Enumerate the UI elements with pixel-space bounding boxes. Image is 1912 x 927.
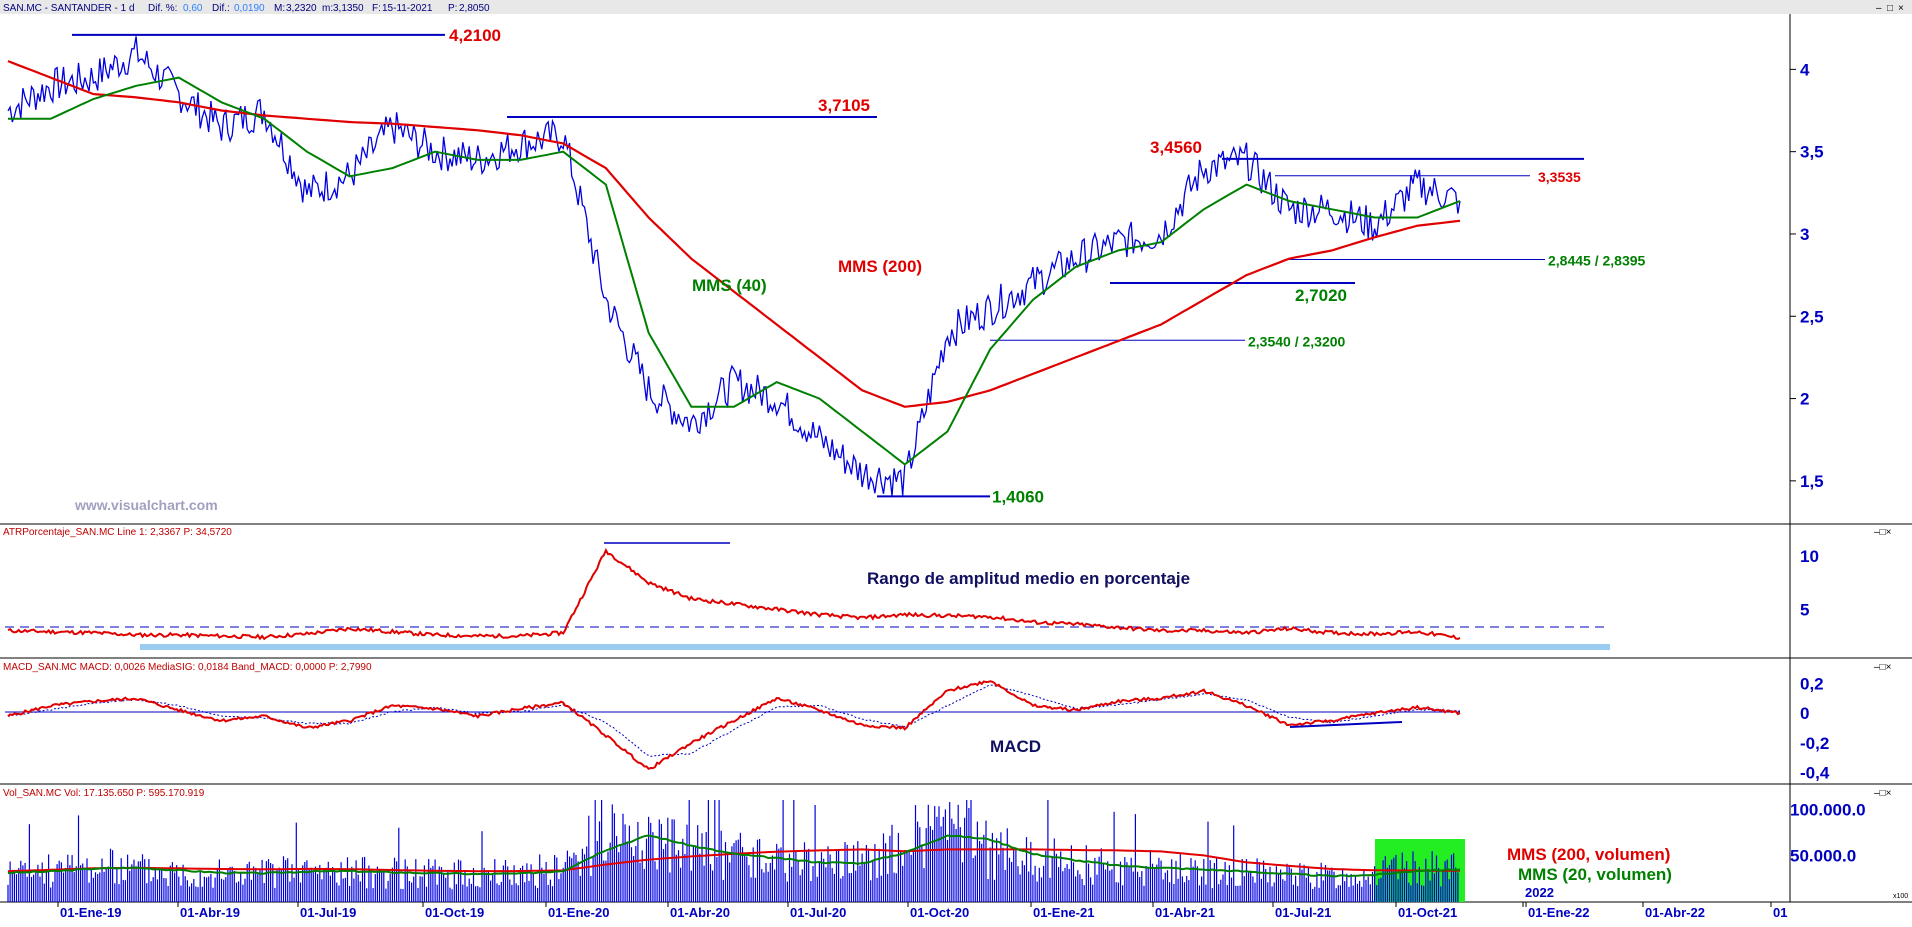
volume-tick-label: 50.000.0 xyxy=(1790,847,1856,866)
sma40-label: MMS (40) xyxy=(692,276,767,295)
price-tick-label: 1,5 xyxy=(1800,472,1824,491)
title-price-label: P: xyxy=(448,3,457,14)
price-level-label: 2,8445 / 2,8395 xyxy=(1548,253,1646,269)
volume-sma20-legend: MMS (20, volumen) xyxy=(1518,865,1672,884)
title-high: 3,2320 xyxy=(286,3,317,14)
volume-tick-label: 100.000.0 xyxy=(1790,800,1866,819)
x-tick-label: 2022 xyxy=(1525,885,1554,900)
watermark: www.visualchart.com xyxy=(74,497,218,513)
x-tick-label: 01-Jul-20 xyxy=(790,905,846,920)
macd-header: MACD_SAN.MC MACD: 0,0026 MediaSIG: 0,018… xyxy=(3,662,372,673)
price-level-label: 3,7105 xyxy=(818,96,870,115)
macd-tick-label: 0,2 xyxy=(1800,674,1824,693)
atr-panel: ATRPorcentaje_SAN.MC Line 1: 2,3367 P: 3… xyxy=(3,527,1892,650)
window-controls: – □ × xyxy=(1876,3,1904,14)
maximize-button[interactable]: □ xyxy=(1887,3,1893,14)
atr-header: ATRPorcentaje_SAN.MC Line 1: 2,3367 P: 3… xyxy=(3,527,232,538)
close-button[interactable]: × xyxy=(1898,3,1904,14)
atr-title: Rango de amplitud medio en porcentaje xyxy=(867,569,1190,588)
price-y-axis: 4 3,5 3 2,5 2 1,5 xyxy=(1790,60,1824,491)
sma40-series xyxy=(8,76,1461,466)
x-tick-label: 01-Jul-21 xyxy=(1275,905,1331,920)
macd-trend-line xyxy=(1289,721,1403,728)
x-tick-label: 01-Ene-22 xyxy=(1528,905,1589,920)
title-bar: SAN.MC - SANTANDER - 1 d Dif. %: 0,60 Di… xyxy=(0,0,1912,14)
x-tick-label: 01-Oct-21 xyxy=(1398,905,1457,920)
price-level-label: 2,7020 xyxy=(1295,286,1347,305)
macd-y-axis: 0,2 0 -0,2 -0,4 xyxy=(1800,674,1830,782)
title-diff-label: Dif.: xyxy=(212,3,230,14)
volume-sma20-series xyxy=(7,834,1461,878)
title-diff-pct-label: Dif. %: xyxy=(148,3,177,14)
price-levels: 4,2100 3,7105 3,4560 3,3535 2,8445 / 2,8395 2… xyxy=(72,26,1646,506)
x-tick-label: 01-Abr-19 xyxy=(180,905,240,920)
volume-scale-badge: x100 xyxy=(1893,893,1908,900)
price-level-label: 1,4060 xyxy=(992,487,1044,506)
atr-window-controls: –□× xyxy=(1874,527,1892,538)
x-tick-label: 01-Ene-21 xyxy=(1033,905,1094,920)
price-level-label: 4,2100 xyxy=(449,26,501,45)
panel-frames xyxy=(0,14,1912,903)
price-level-label: 2,3540 / 2,3200 xyxy=(1248,333,1346,349)
title-low-label: m: xyxy=(322,3,333,14)
title-high-label: M: xyxy=(274,3,285,14)
x-tick-label: 01-Abr-21 xyxy=(1155,905,1215,920)
x-tick-label: 01-Abr-20 xyxy=(670,905,730,920)
atr-y-axis: 10 5 xyxy=(1800,547,1819,619)
atr-series xyxy=(7,547,1461,641)
price-level-label: 3,3535 xyxy=(1538,169,1581,185)
macd-window-controls: –□× xyxy=(1874,662,1892,673)
title-diff: 0,0190 xyxy=(234,3,265,14)
atr-band xyxy=(140,644,1610,650)
x-tick-label: 01-Ene-20 xyxy=(548,905,609,920)
title-date: 15-11-2021 xyxy=(382,3,433,14)
price-tick-label: 2,5 xyxy=(1800,307,1824,326)
title-low: 3,1350 xyxy=(333,3,364,14)
price-panel: 4 3,5 3 2,5 2 1,5 4,2100 3,7105 3,4560 3,3535 2,8… xyxy=(7,26,1824,513)
price-series xyxy=(7,36,1461,496)
price-tick-label: 3 xyxy=(1800,225,1809,244)
volume-panel: Vol_SAN.MC Vol: 17.135.650 P: 595.170.91… xyxy=(3,788,1908,902)
x-tick-label: 01-Ene-19 xyxy=(60,905,121,920)
x-tick-label: 01-Jul-19 xyxy=(300,905,356,920)
title-bar-background xyxy=(0,0,1912,14)
volume-y-axis: 100.000.0 50.000.0 xyxy=(1790,800,1866,865)
title-diff-pct: 0,60 xyxy=(183,3,203,14)
title-price: 2,8050 xyxy=(459,3,490,14)
sma200-label: MMS (200) xyxy=(838,257,922,276)
minimize-button[interactable]: – xyxy=(1876,3,1882,14)
macd-title: MACD xyxy=(990,737,1041,756)
price-level-label: 3,4560 xyxy=(1150,138,1202,157)
macd-tick-label: 0 xyxy=(1800,704,1809,723)
volume-header: Vol_SAN.MC Vol: 17.135.650 P: 595.170.91… xyxy=(3,788,205,799)
price-tick-label: 3,5 xyxy=(1800,143,1824,162)
macd-panel: MACD_SAN.MC MACD: 0,0026 MediaSIG: 0,018… xyxy=(3,662,1892,783)
title-date-label: F: xyxy=(372,3,381,14)
x-tick-label: 01-Oct-19 xyxy=(425,905,484,920)
x-tick-label: 01-Oct-20 xyxy=(910,905,969,920)
x-tick-label: 01 xyxy=(1773,905,1787,920)
atr-tick-label: 5 xyxy=(1800,600,1809,619)
macd-tick-label: -0,2 xyxy=(1800,734,1829,753)
volume-sma200-legend: MMS (200, volumen) xyxy=(1507,845,1670,864)
price-tick-label: 4 xyxy=(1800,60,1810,79)
x-axis: 01-Ene-19 01-Abr-19 01-Jul-19 01-Oct-19 01-E… xyxy=(57,885,1787,920)
volume-window-controls: –□× xyxy=(1874,788,1892,799)
x-tick-label: 01-Abr-22 xyxy=(1645,905,1705,920)
atr-tick-label: 10 xyxy=(1800,547,1819,566)
title-symbol: SAN.MC - SANTANDER - 1 d xyxy=(3,3,135,14)
macd-series xyxy=(7,680,1461,770)
macd-tick-label: -0,4 xyxy=(1800,764,1830,783)
price-tick-label: 2 xyxy=(1800,390,1809,409)
